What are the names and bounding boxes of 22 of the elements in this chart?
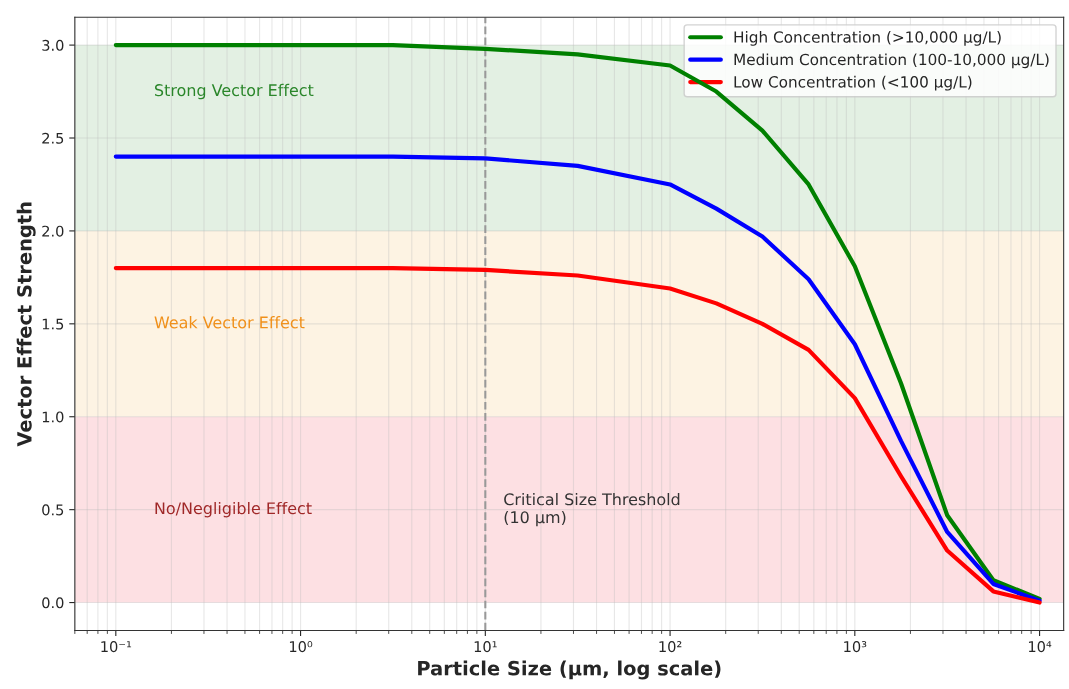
x-tick-label: 10⁴ (1028, 641, 1052, 653)
x-tick-label: 10⁰ (289, 641, 313, 653)
legend-label: Medium Concentration (100-10,000 µg/L) (734, 53, 1049, 69)
y-tick-label: 2.0 (42, 225, 64, 237)
x-axis-title: Particle Size (µm, log scale) (418, 660, 721, 680)
y-tick-label: 1.0 (42, 411, 64, 423)
band-label: No/Negligible Effect (155, 501, 312, 518)
x-tick-label: 10² (659, 641, 682, 653)
band-label: Strong Vector Effect (154, 83, 314, 100)
ref-line-label: Critical Size Threshold (10 µm) (504, 492, 680, 527)
legend-label: High Concentration (>10,000 µg/L) (734, 30, 1001, 46)
band-label: Weak Vector Effect (154, 316, 305, 329)
y-axis-title: Vector Effect Strength (16, 202, 36, 447)
y-tick-label: 3.0 (42, 39, 64, 51)
y-tick-label: 1.5 (42, 318, 64, 330)
x-tick-label: 10⁻¹ (101, 641, 132, 653)
x-tick-label: 10³ (844, 641, 867, 653)
legend-label: Low Concentration (<100 µg/L) (734, 75, 972, 91)
x-tick-label: 10¹ (474, 641, 497, 653)
y-tick-label: 2.5 (42, 132, 64, 144)
y-tick-label: 0.0 (42, 597, 64, 609)
y-tick-label: 0.5 (42, 504, 64, 516)
